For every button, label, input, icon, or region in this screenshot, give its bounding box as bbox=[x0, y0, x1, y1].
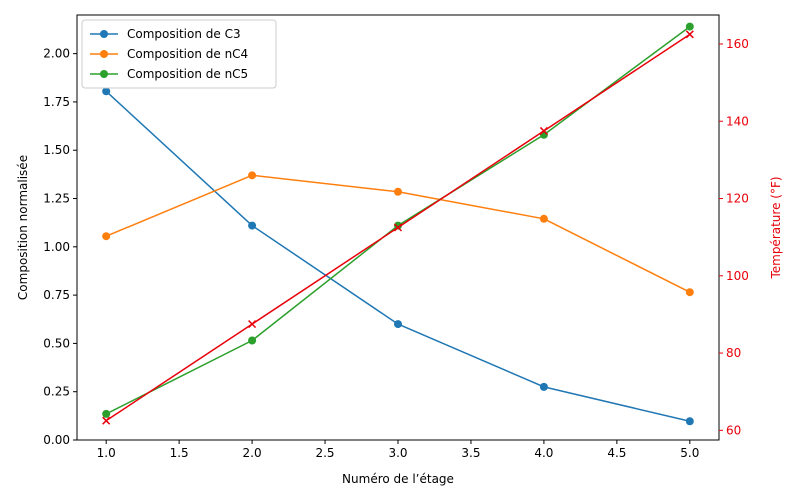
series-layer bbox=[102, 22, 694, 426]
data-point bbox=[685, 288, 694, 297]
y2-tick-label: 80 bbox=[726, 346, 741, 360]
data-point bbox=[102, 232, 111, 241]
data-point bbox=[102, 87, 111, 96]
legend: Composition de C3 Composition de nC4 Compo… bbox=[81, 19, 277, 89]
axes-layer: 1.0 1.5 2.0 2.5 3.0 3.5 4.0 4.5 5.0 0.00 0.25 0.50 0… bbox=[43, 14, 749, 460]
data-point bbox=[394, 221, 402, 230]
x-tick-label: 5.0 bbox=[680, 446, 699, 460]
y2-tick-label: 140 bbox=[726, 114, 749, 128]
data-point bbox=[685, 22, 694, 31]
legend-item: Composition de nC4 bbox=[90, 47, 248, 61]
series-0 bbox=[102, 87, 694, 426]
y2-tick-label: 60 bbox=[726, 423, 741, 437]
x-tick-label: 1.0 bbox=[97, 446, 116, 460]
x-tick-label: 4.0 bbox=[534, 446, 553, 460]
y2-tick-label: 100 bbox=[726, 269, 749, 283]
data-point-marker bbox=[102, 416, 111, 425]
marker-stroke bbox=[685, 30, 694, 39]
data-point bbox=[539, 382, 548, 391]
data-point-marker bbox=[248, 320, 257, 329]
data-point-marker bbox=[539, 126, 548, 135]
y-tick-label: 2.00 bbox=[43, 47, 70, 61]
legend-label: Composition de nC5 bbox=[127, 67, 248, 81]
legend-item: Composition de nC5 bbox=[90, 67, 248, 81]
data-point bbox=[248, 221, 257, 230]
data-point bbox=[102, 409, 111, 418]
series-3 bbox=[102, 30, 694, 425]
data-point bbox=[248, 336, 257, 345]
legend-label: Composition de C3 bbox=[127, 27, 241, 41]
y2-tick-label: 120 bbox=[726, 192, 749, 206]
series-1 bbox=[102, 171, 694, 297]
data-point bbox=[394, 187, 402, 196]
legend-marker bbox=[100, 50, 108, 58]
x-tick-label: 2.5 bbox=[315, 446, 334, 460]
data-point-marker bbox=[685, 30, 694, 39]
x-tick-label: 4.5 bbox=[607, 446, 626, 460]
y2-tick-label: 160 bbox=[726, 37, 749, 51]
marker-stroke bbox=[248, 320, 257, 329]
y-tick-label: 1.75 bbox=[43, 95, 70, 109]
y-tick-label: 1.50 bbox=[43, 143, 70, 157]
y-tick-label: 1.00 bbox=[43, 240, 70, 254]
y-tick-label: 1.25 bbox=[43, 192, 70, 206]
data-point bbox=[539, 214, 548, 223]
marker-stroke bbox=[102, 416, 111, 425]
data-point bbox=[685, 417, 694, 426]
x-axis-label: Numéro de l’étage bbox=[342, 472, 454, 486]
y-axis-label: Composition normalisée bbox=[16, 155, 30, 300]
data-point bbox=[248, 171, 257, 180]
y-tick-label: 0.75 bbox=[43, 288, 70, 302]
legend-marker bbox=[100, 30, 108, 38]
x-tick-label: 2.0 bbox=[243, 446, 262, 460]
legend-label: Composition de nC4 bbox=[127, 47, 248, 61]
data-point-marker bbox=[393, 223, 403, 232]
marker-stroke bbox=[539, 126, 548, 135]
y-tick-label: 0.00 bbox=[43, 433, 70, 447]
x-tick-label: 3.0 bbox=[388, 446, 407, 460]
y-tick-label: 0.50 bbox=[43, 336, 70, 350]
legend-item: Composition de C3 bbox=[90, 27, 241, 41]
legend-marker bbox=[100, 70, 108, 78]
x-tick-label: 3.5 bbox=[461, 446, 480, 460]
y2-axis-label: Température (°F) bbox=[769, 176, 783, 279]
data-point bbox=[394, 320, 402, 329]
x-tick-label: 1.5 bbox=[170, 446, 189, 460]
y-tick-label: 0.25 bbox=[43, 385, 70, 399]
marker-stroke bbox=[393, 223, 403, 232]
legend-box bbox=[81, 19, 277, 89]
